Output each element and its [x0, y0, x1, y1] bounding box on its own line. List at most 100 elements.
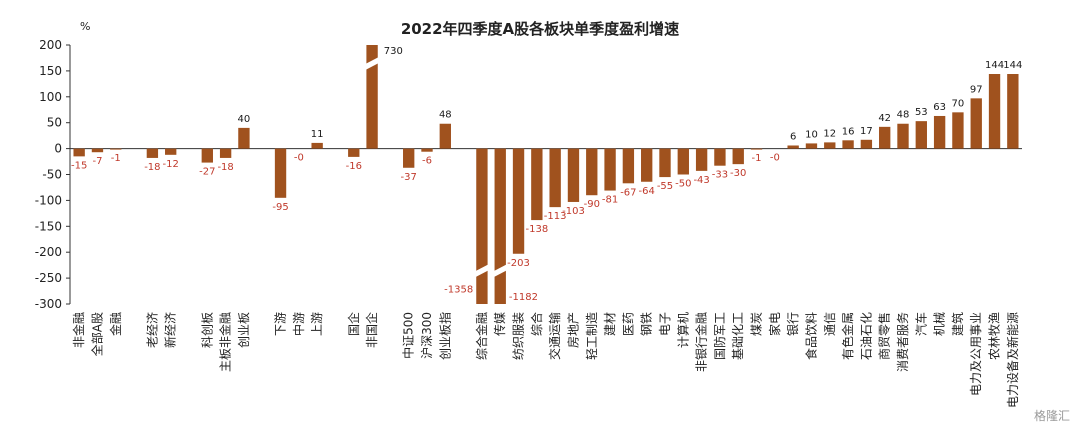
y-tick-label: 50 [47, 116, 62, 130]
y-tick-label: 150 [39, 64, 62, 78]
bar [110, 148, 122, 150]
category-label: 主板非金融 [218, 312, 233, 372]
category-label: 电子 [658, 312, 672, 336]
data-label: -1 [752, 153, 762, 164]
data-label: -30 [730, 168, 746, 179]
bar [677, 148, 689, 175]
bar [659, 148, 671, 178]
bar [494, 148, 506, 304]
category-label: 石油石化 [859, 312, 873, 360]
y-tick-label: 100 [39, 90, 62, 104]
bar [531, 148, 543, 221]
category-label: 钢铁 [640, 312, 654, 336]
category-label: 商贸零售 [877, 312, 892, 360]
category-label: 有色金属 [840, 312, 855, 360]
bar [879, 126, 891, 149]
data-label: -67 [620, 187, 636, 198]
data-label: 144 [1003, 60, 1022, 71]
data-label: -90 [584, 199, 600, 210]
bar [73, 148, 85, 157]
category-label: 老经济 [144, 312, 159, 348]
y-tick-label: -250 [35, 271, 62, 285]
y-tick-label: -100 [35, 193, 62, 207]
category-label: 通信 [823, 312, 837, 336]
bar [824, 142, 836, 149]
category-label: 中游 [291, 312, 306, 336]
bar [421, 148, 433, 152]
category-label: 农林牧渔 [988, 312, 1002, 360]
category-label: 轻工制造 [585, 312, 599, 360]
category-label: 电力及公用事业 [969, 312, 983, 396]
data-label: -50 [675, 179, 691, 190]
category-label: 综合 [529, 312, 544, 336]
bar [695, 148, 708, 171]
data-label: -15 [71, 160, 87, 171]
bar [567, 148, 580, 202]
bar [750, 148, 763, 150]
data-label: 16 [842, 126, 855, 137]
category-label: 非银行金融 [694, 312, 709, 372]
data-label: 63 [933, 102, 946, 113]
data-label: 70 [952, 98, 965, 109]
category-label: 创业板 [237, 312, 251, 348]
category-label: 非国企 [364, 312, 379, 348]
data-label: -113 [544, 211, 567, 222]
category-label: 计算机 [675, 312, 690, 348]
category-label: 家电 [767, 312, 782, 336]
bar [403, 148, 415, 168]
category-label: 建材 [603, 312, 617, 336]
data-label: -203 [507, 258, 530, 269]
bar [311, 142, 323, 149]
category-label: 金融 [108, 312, 123, 336]
bar [988, 74, 1001, 149]
category-label: 基础化工 [731, 312, 745, 360]
category-label: 电力设备及新能源 [1005, 312, 1020, 408]
data-label: 42 [878, 113, 891, 124]
data-label: -7 [92, 156, 102, 167]
category-label: 科创板 [200, 312, 214, 348]
data-label: -64 [639, 186, 655, 197]
category-label: 国企 [346, 312, 361, 336]
category-label: 综合金融 [474, 312, 489, 360]
bar [512, 148, 525, 254]
bar [439, 123, 451, 149]
data-label: -1358 [444, 285, 473, 296]
data-label: -37 [401, 172, 417, 183]
data-label: -16 [346, 161, 362, 172]
category-label: 医药 [621, 312, 635, 336]
data-label: 6 [790, 131, 796, 142]
bar [238, 127, 250, 149]
category-label: 纺织服装 [512, 312, 526, 360]
bar [165, 148, 177, 155]
category-label: 银行 [786, 312, 800, 336]
bar [805, 143, 818, 149]
category-label: 汽车 [913, 312, 928, 336]
chart-title: 2022年四季度A股各板块单季度盈利增速 [401, 20, 679, 38]
data-label: -33 [712, 170, 728, 181]
category-label: 交通运输 [547, 312, 562, 360]
category-label: 下游 [274, 312, 288, 336]
bar [604, 148, 616, 191]
data-label: 53 [915, 107, 928, 118]
y-tick-label: -200 [35, 245, 62, 259]
bar [586, 148, 598, 196]
data-label: 48 [897, 110, 910, 121]
data-label: 10 [805, 129, 818, 140]
category-label: 全部A股 [89, 312, 104, 356]
category-label: 非金融 [71, 312, 86, 348]
y-tick-label: 0 [54, 142, 62, 156]
data-label: -103 [562, 206, 585, 217]
data-label: -0 [770, 153, 780, 164]
data-label: -43 [693, 175, 709, 186]
category-label: 机械 [932, 312, 947, 336]
bar [476, 148, 488, 304]
y-tick-label: 200 [39, 38, 62, 52]
data-label: 11 [311, 129, 324, 140]
category-label: 新经济 [163, 312, 178, 348]
data-label: 48 [439, 110, 452, 121]
bar [952, 112, 964, 149]
bar [622, 148, 635, 184]
data-label: -95 [272, 202, 288, 213]
category-label: 建筑 [950, 312, 965, 336]
data-label: -1182 [509, 292, 538, 303]
